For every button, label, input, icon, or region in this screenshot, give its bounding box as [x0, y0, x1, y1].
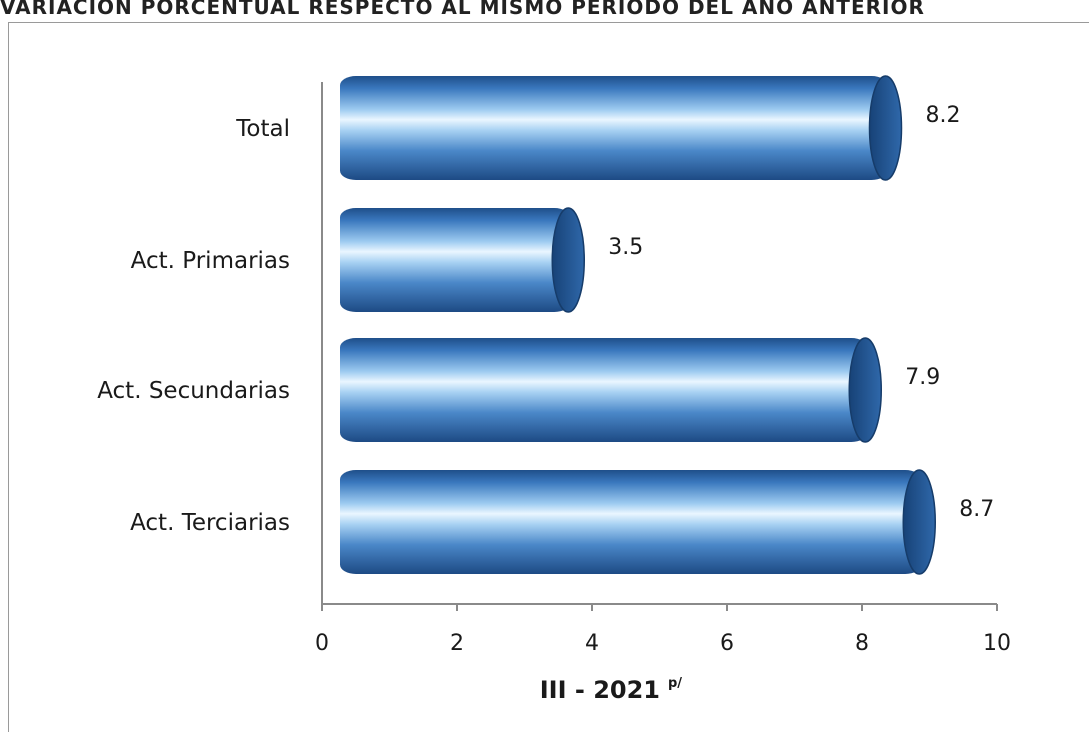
category-label: Act. Secundarias [97, 378, 290, 404]
x-ticks-layer: 0 2 4 6 8 10 [315, 604, 1011, 656]
x-tick-label: 2 [450, 631, 464, 656]
bar-group: Act. Secundarias 7.9 [97, 337, 940, 443]
bar-group: Act. Terciarias 8.7 [130, 469, 994, 575]
bar-group: Act. Primarias 3.5 [131, 207, 643, 313]
category-label: Act. Terciarias [130, 510, 290, 536]
bars-layer: Total 8.2 Act. Primarias 3.5 Act. Secundaria… [97, 75, 994, 575]
chart-frame [8, 22, 1089, 732]
chart-title: VARIACIÓN PORCENTUAL RESPECTO AL MISMO P… [0, 0, 925, 19]
value-label: 7.9 [905, 365, 940, 390]
bar-end-cap [868, 75, 903, 181]
bar [340, 338, 868, 442]
bar-group: Total 8.2 [235, 75, 961, 181]
category-label: Total [235, 116, 290, 142]
bar-end-cap [902, 469, 936, 575]
value-label: 8.7 [959, 497, 994, 522]
bar-end-cap [848, 337, 882, 443]
x-tick-label: 4 [585, 631, 599, 656]
x-axis-label-superscript: p/ [668, 676, 682, 691]
x-axis-label: III - 2021 [540, 676, 660, 704]
value-label: 3.5 [608, 235, 643, 260]
x-tick-label: 0 [315, 631, 329, 656]
x-tick-label: 6 [720, 631, 734, 656]
value-label: 8.2 [926, 103, 961, 128]
x-tick-label: 10 [983, 631, 1011, 656]
bar [340, 470, 922, 574]
bar [340, 208, 571, 312]
x-tick-label: 8 [855, 631, 869, 656]
bar [340, 76, 888, 180]
bar-end-cap [551, 207, 585, 313]
category-label: Act. Primarias [131, 248, 290, 274]
